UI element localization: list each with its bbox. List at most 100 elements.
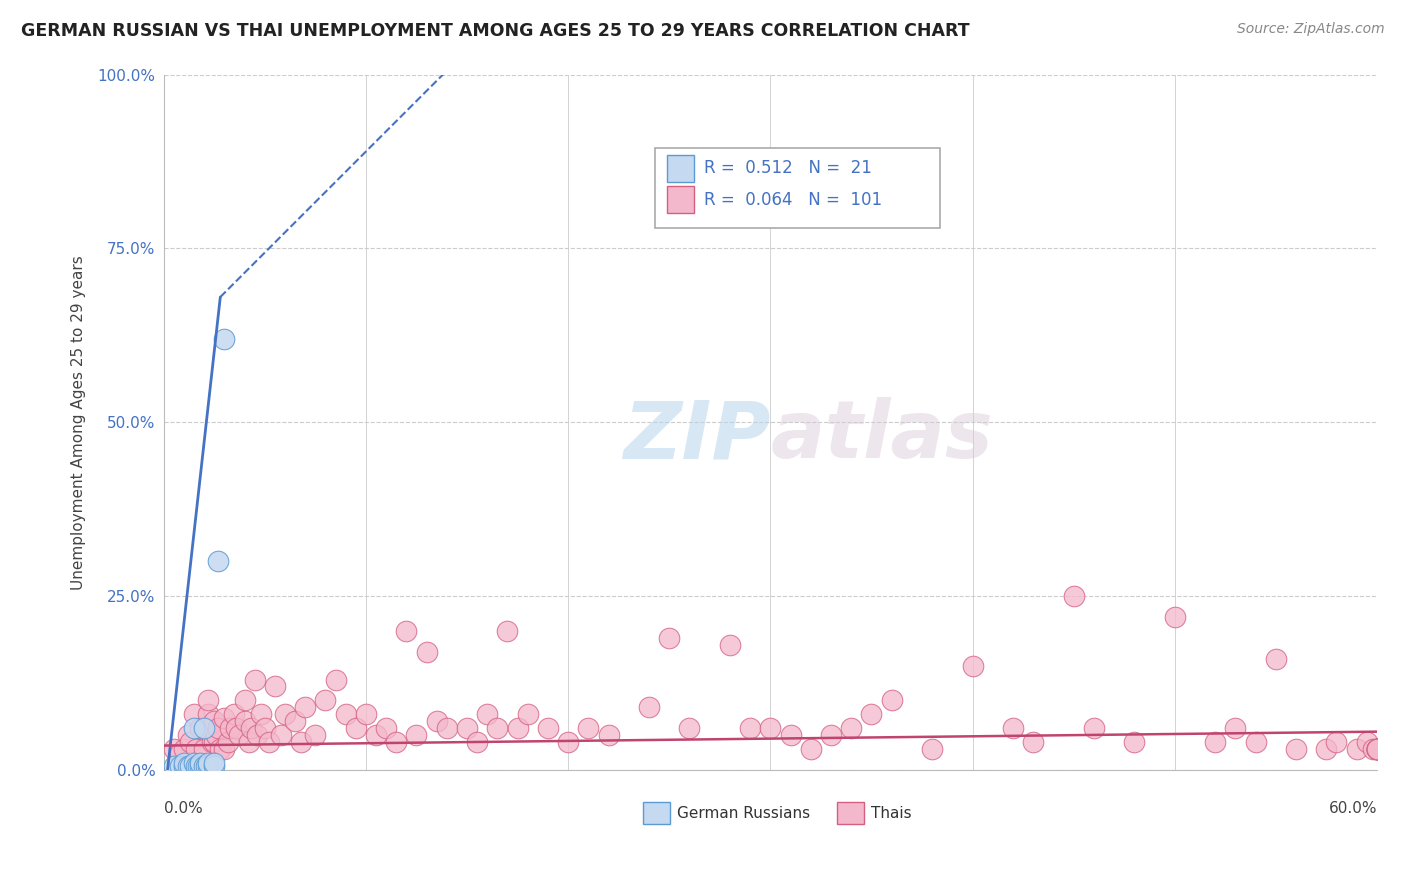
Point [163, 742, 186, 756]
Point [264, 680, 287, 694]
Point [738, 721, 761, 735]
Point [395, 624, 418, 638]
Point [759, 721, 782, 735]
Point [880, 693, 903, 707]
Point [243, 673, 266, 687]
Text: German Russians: German Russians [676, 805, 810, 821]
Point [1315, 742, 1337, 756]
Point [187, 759, 209, 773]
Text: atlas: atlas [770, 397, 993, 475]
Point [173, 759, 195, 773]
Point [233, 714, 256, 729]
Point [375, 721, 398, 735]
Point [496, 624, 519, 638]
Point [179, 759, 201, 773]
Bar [668, 155, 695, 182]
Point [197, 693, 219, 707]
Point [183, 721, 205, 735]
Text: R =  0.512   N =  21: R = 0.512 N = 21 [703, 160, 872, 178]
Point [207, 721, 229, 735]
Point [314, 693, 336, 707]
Point [183, 707, 205, 722]
Point [197, 756, 219, 770]
Point [1346, 742, 1368, 756]
Point [214, 742, 236, 756]
Point [270, 728, 292, 742]
Bar [668, 186, 695, 213]
Point [202, 759, 225, 773]
Point [1083, 721, 1105, 735]
Text: 60.0%: 60.0% [1329, 801, 1376, 816]
Point [1361, 742, 1384, 756]
Point [177, 759, 200, 773]
Bar [837, 802, 863, 824]
Point [456, 721, 478, 735]
Point [506, 721, 529, 735]
Point [436, 721, 458, 735]
Point [839, 721, 862, 735]
Point [364, 728, 387, 742]
Point [1264, 651, 1286, 665]
Point [354, 707, 377, 722]
Point [214, 332, 236, 346]
Point [1204, 735, 1226, 749]
Text: R =  0.064   N =  101: R = 0.064 N = 101 [703, 191, 882, 209]
Point [202, 756, 225, 770]
Point [193, 721, 215, 735]
Point [557, 735, 579, 749]
Point [253, 721, 276, 735]
Point [576, 721, 599, 735]
Point [1022, 735, 1045, 749]
Point [238, 735, 260, 749]
Point [486, 721, 509, 735]
Point [1365, 742, 1388, 756]
Point [1355, 735, 1378, 749]
Point [1063, 589, 1085, 603]
Point [239, 721, 262, 735]
Point [193, 759, 215, 773]
Point [1365, 742, 1388, 756]
Point [860, 707, 883, 722]
Point [184, 742, 207, 756]
Point [1225, 721, 1247, 735]
Point [197, 707, 219, 722]
Point [169, 759, 191, 773]
Point [163, 759, 186, 773]
Point [1326, 735, 1348, 749]
Point [217, 735, 239, 749]
Point [304, 728, 326, 742]
Point [177, 728, 200, 742]
Point [249, 707, 271, 722]
Point [537, 721, 560, 735]
Point [169, 746, 191, 760]
Y-axis label: Unemployment Among Ages 25 to 29 years: Unemployment Among Ages 25 to 29 years [72, 255, 86, 590]
Point [800, 742, 823, 756]
Point [678, 721, 700, 735]
Point [638, 700, 661, 714]
Point [1365, 742, 1388, 756]
Point [219, 721, 242, 735]
Point [1365, 742, 1388, 756]
Point [477, 707, 499, 722]
Point [294, 700, 316, 714]
Point [718, 638, 741, 652]
Point [246, 728, 269, 742]
Point [225, 721, 247, 735]
Point [1244, 735, 1267, 749]
Point [179, 735, 201, 749]
Point [658, 631, 681, 645]
Point [325, 673, 347, 687]
Point [224, 707, 246, 722]
Point [335, 707, 357, 722]
Point [188, 756, 211, 770]
Point [1365, 742, 1388, 756]
Point [962, 658, 984, 673]
Point [214, 711, 236, 725]
Point [405, 728, 427, 742]
Point [188, 759, 211, 773]
Point [274, 707, 297, 722]
Point [1164, 610, 1187, 624]
Point [202, 735, 225, 749]
Point [1365, 742, 1388, 756]
Point [1001, 721, 1024, 735]
